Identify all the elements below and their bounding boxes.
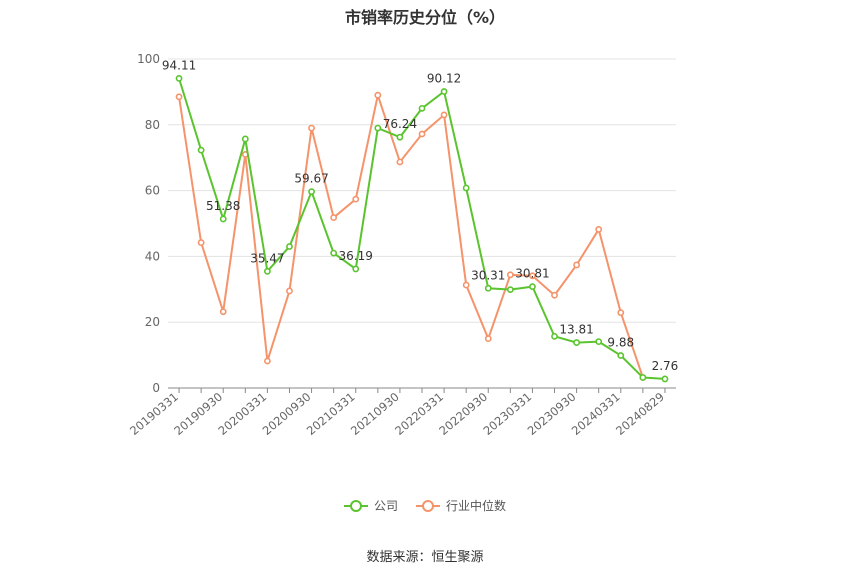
data-point-0 <box>661 375 669 383</box>
data-point-1 <box>263 357 271 365</box>
data-point-0 <box>506 286 514 294</box>
data-label: 30.81 <box>515 267 549 281</box>
data-point-0 <box>639 374 647 381</box>
data-point-1 <box>573 261 581 269</box>
data-label: 13.81 <box>559 323 593 337</box>
data-point-0 <box>352 265 360 273</box>
legend: 公司 行业中位数 <box>0 497 850 514</box>
data-point-0 <box>175 74 183 82</box>
data-label: 35.47 <box>250 251 284 265</box>
data-label: 59.67 <box>294 172 328 186</box>
legend-item-company[interactable]: 公司 <box>343 497 398 514</box>
data-point-0 <box>418 104 426 112</box>
data-point-1 <box>396 158 404 166</box>
data-point-0 <box>197 146 205 154</box>
data-point-0 <box>529 283 536 291</box>
x-tick-label-20200331: 20200331 <box>215 390 269 438</box>
data-point-1 <box>418 130 426 138</box>
data-point-1 <box>219 308 227 316</box>
series-line-1 <box>178 91 644 378</box>
x-axis: 2019033120190930202003312020093020210331… <box>127 387 676 438</box>
x-tick-label-20220331: 20220331 <box>392 390 446 438</box>
data-point-0 <box>484 284 492 292</box>
data-point-1 <box>551 291 558 299</box>
data-point-1 <box>175 93 183 101</box>
data-point-1 <box>484 335 492 343</box>
x-tick-label-20210930: 20210930 <box>348 390 402 438</box>
data-label: 2.76 <box>652 359 679 373</box>
data-point-0 <box>573 339 581 346</box>
legend-industry-label: 行业中位数 <box>446 499 507 513</box>
data-point-1 <box>197 239 205 246</box>
x-tick-label-20210331: 20210331 <box>304 390 358 438</box>
data-point-1 <box>462 281 470 289</box>
grid-lines <box>168 58 676 323</box>
data-point-0 <box>330 249 338 257</box>
x-tick-label-20230331: 20230331 <box>481 390 535 438</box>
data-point-0 <box>617 352 625 359</box>
legend-industry-marker <box>416 499 440 513</box>
data-point-1 <box>330 214 338 221</box>
x-tick-label-20220930: 20220930 <box>436 390 490 438</box>
series-layer <box>175 74 669 383</box>
x-tick-label-20240331: 20240331 <box>569 390 623 438</box>
y-tick-label-20: 20 <box>145 315 160 329</box>
data-label: 76.24 <box>383 117 417 131</box>
legend-item-industry-median[interactable]: 行业中位数 <box>416 497 506 514</box>
data-point-0 <box>440 88 448 95</box>
data-point-1 <box>286 287 293 295</box>
data-labels: 94.11 51.38 35.47 59.67 36.19 76.24 90.12 30.31… <box>162 58 678 373</box>
x-tick-label-20190331: 20190331 <box>127 390 181 438</box>
data-point-1 <box>617 309 625 317</box>
data-point-0 <box>308 188 315 196</box>
x-tick-label-20190930: 20190930 <box>171 390 225 438</box>
data-point-0 <box>286 243 293 250</box>
data-point-0 <box>551 332 558 340</box>
legend-company-marker <box>343 499 368 513</box>
x-tick-label-20200930: 20200930 <box>260 390 314 438</box>
data-point-0 <box>263 267 271 275</box>
data-label: 51.38 <box>206 199 240 213</box>
data-point-1 <box>595 226 603 233</box>
data-point-1 <box>374 91 382 99</box>
data-label: 94.11 <box>162 58 196 72</box>
data-point-1 <box>529 272 536 280</box>
x-tick-label-20240829: 20240829 <box>613 390 667 438</box>
data-point-0 <box>241 135 249 143</box>
y-tick-label-80: 80 <box>145 118 160 132</box>
data-point-0 <box>462 184 470 192</box>
y-axis: 0 20 40 60 80 100 <box>137 52 160 395</box>
data-source: 数据来源：恒生聚源 <box>366 550 484 565</box>
data-point-0 <box>374 124 382 132</box>
data-point-1 <box>308 124 315 132</box>
chart-title: 市销率历史分位（%） <box>344 8 506 27</box>
x-tick-label-20230930: 20230930 <box>525 390 579 438</box>
data-label: 9.88 <box>607 335 634 349</box>
data-label: 90.12 <box>427 72 461 86</box>
data-point-1 <box>506 271 514 279</box>
y-tick-label-60: 60 <box>145 184 160 198</box>
data-label: 30.31 <box>471 268 505 282</box>
data-label: 36.19 <box>339 249 373 263</box>
y-tick-label-40: 40 <box>145 249 160 263</box>
y-tick-label-100: 100 <box>137 52 160 66</box>
data-point-0 <box>396 133 404 141</box>
data-point-0 <box>595 338 603 346</box>
data-point-1 <box>440 111 448 119</box>
legend-company-label: 公司 <box>373 499 398 513</box>
y-tick-label-0: 0 <box>152 381 160 395</box>
data-point-0 <box>219 215 227 223</box>
data-point-1 <box>352 195 360 203</box>
